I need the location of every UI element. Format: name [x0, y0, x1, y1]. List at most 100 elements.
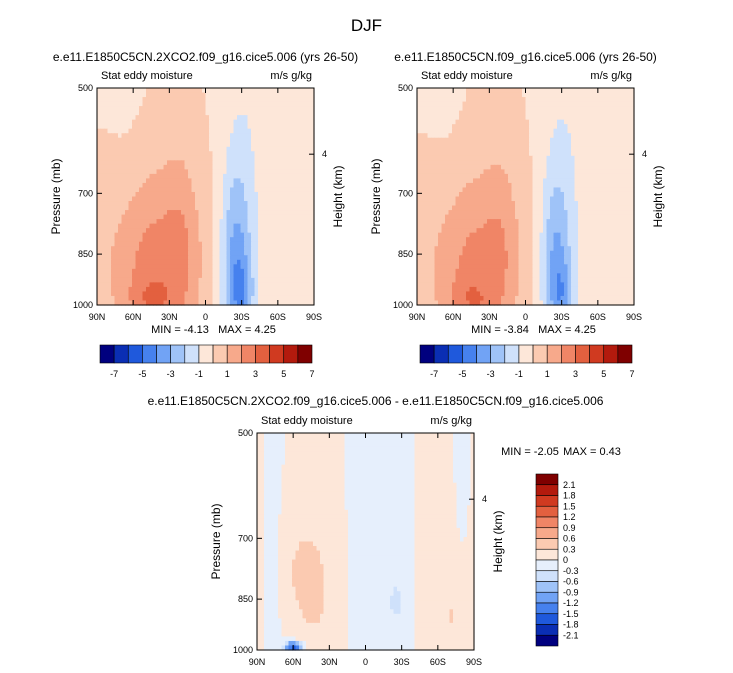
field-cell — [581, 205, 586, 211]
field-cell — [282, 246, 287, 252]
field-cell — [613, 155, 618, 161]
field-cell — [128, 268, 133, 274]
field-cell — [476, 214, 481, 220]
field-cell — [303, 137, 308, 143]
field-cell — [494, 223, 499, 229]
field-cell — [620, 201, 625, 207]
field-cell — [599, 191, 604, 198]
field-cell — [599, 133, 604, 139]
field-cell — [581, 196, 586, 202]
field-cell — [550, 133, 555, 139]
field-cell — [525, 106, 530, 112]
field-cell — [293, 250, 298, 256]
field-cell — [219, 119, 224, 125]
field-cell — [483, 178, 488, 184]
field-cell — [258, 124, 263, 130]
field-cell — [251, 191, 256, 198]
field-cell — [480, 173, 485, 180]
field-cell — [261, 124, 266, 130]
field-cell — [282, 151, 287, 157]
field-cell — [261, 155, 266, 161]
field-cell — [258, 191, 263, 198]
field-cell — [244, 282, 249, 288]
field-cell — [420, 146, 425, 152]
field-cell — [163, 268, 168, 274]
field-cell — [149, 201, 154, 207]
field-cell — [170, 277, 175, 283]
field-cell — [578, 137, 583, 143]
field-cell — [536, 133, 541, 139]
field-cell — [522, 137, 527, 143]
field-cell — [557, 160, 562, 166]
field-cell — [623, 146, 628, 152]
field-cell — [518, 214, 523, 220]
field-cell — [307, 246, 312, 252]
field-cell — [564, 196, 569, 202]
field-cell — [240, 128, 245, 134]
field-cell — [560, 155, 565, 161]
field-cell — [223, 115, 228, 121]
field-cell — [142, 191, 147, 198]
field-cell — [198, 97, 203, 103]
field-cell — [448, 201, 453, 207]
field-cell — [462, 128, 467, 134]
field-cell — [247, 106, 252, 112]
field-cell — [177, 146, 182, 152]
field-cell — [508, 160, 513, 166]
field-cell — [279, 137, 284, 143]
field-cell — [289, 191, 294, 198]
field-cell — [237, 110, 242, 116]
field-cell — [578, 151, 583, 157]
field-cell — [525, 191, 530, 198]
field-cell — [177, 205, 182, 211]
field-cell — [240, 300, 245, 306]
field-cell — [483, 214, 488, 220]
field-cell — [420, 142, 425, 148]
field-cell — [550, 155, 555, 161]
field-cell — [230, 264, 235, 270]
field-cell — [265, 273, 270, 279]
field-cell — [431, 97, 436, 103]
field-cell — [473, 160, 478, 166]
field-cell — [188, 277, 193, 283]
field-cell — [128, 187, 133, 193]
field-cell — [494, 160, 499, 166]
field-cell — [522, 191, 527, 198]
field-cell — [107, 214, 112, 220]
field-cell — [557, 219, 562, 225]
field-cell — [212, 124, 217, 130]
field-cell — [254, 255, 259, 261]
field-cell — [230, 223, 235, 229]
field-cell — [564, 119, 569, 125]
field-cell — [226, 286, 231, 293]
field-cell — [469, 110, 474, 116]
field-cell — [132, 101, 137, 107]
field-cell — [448, 228, 453, 234]
field-cell — [282, 196, 287, 202]
field-cell — [111, 210, 116, 216]
field-cell — [181, 101, 186, 107]
field-cell — [497, 187, 502, 193]
field-cell — [504, 187, 509, 193]
field-cell — [613, 196, 618, 202]
field-cell — [282, 255, 287, 261]
field-cell — [160, 88, 165, 94]
field-cell — [268, 182, 273, 189]
field-cell — [163, 295, 168, 302]
field-cell — [560, 182, 565, 189]
field-cell — [128, 241, 133, 247]
field-cell — [237, 178, 242, 184]
field-cell — [268, 300, 273, 306]
field-cell — [466, 88, 471, 94]
field-cell — [303, 119, 308, 125]
field-cell — [251, 237, 256, 243]
field-cell — [244, 169, 249, 175]
field-cell — [254, 164, 259, 170]
field-cell — [191, 232, 196, 238]
field-cell — [567, 88, 572, 94]
field-cell — [620, 97, 625, 103]
field-cell — [602, 151, 607, 157]
field-cell — [198, 210, 203, 216]
field-cell — [121, 155, 126, 161]
field-cell — [623, 155, 628, 161]
